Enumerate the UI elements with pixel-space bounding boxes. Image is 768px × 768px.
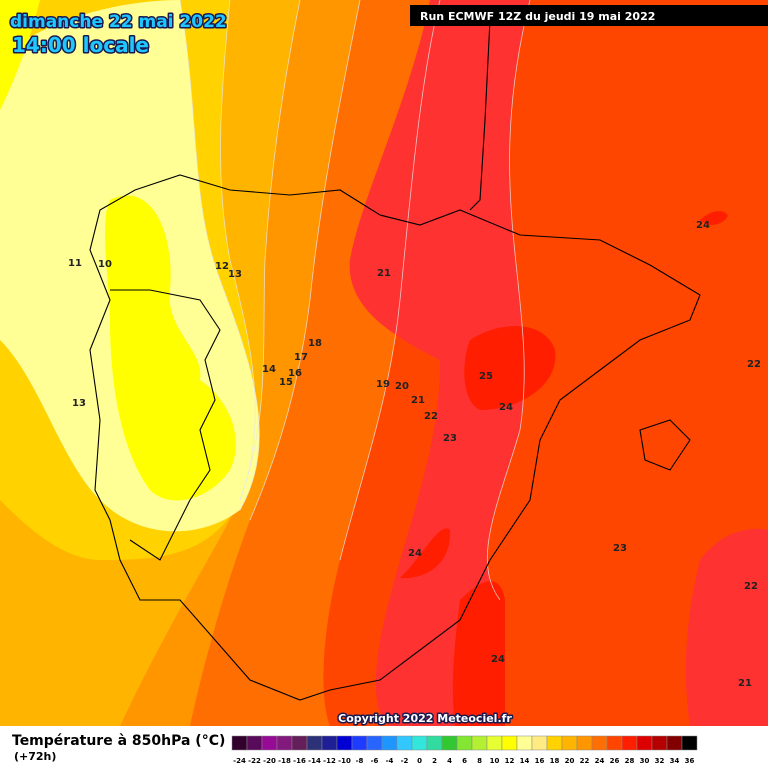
color-tick-label: 26 [610, 757, 620, 765]
color-swatch [426, 735, 443, 751]
color-tick-label: -14 [308, 757, 321, 765]
color-swatch [651, 735, 668, 751]
color-tick-label: -6 [371, 757, 379, 765]
contour-label: 18 [308, 338, 322, 349]
color-swatch [456, 735, 473, 751]
run-label: Run ECMWF 12Z du jeudi 19 mai 2022 [420, 10, 655, 23]
run-box [410, 5, 768, 26]
color-swatch [666, 735, 683, 751]
color-swatch [531, 735, 548, 751]
color-tick-label: 24 [595, 757, 605, 765]
color-swatch [291, 735, 308, 751]
color-tick-label: 28 [625, 757, 635, 765]
color-swatch [366, 735, 383, 751]
contour-label: 24 [408, 548, 422, 559]
contour-labels: 11 10 12 13 13 18 17 14 16 15 21 19 20 2… [68, 220, 761, 689]
legend-title: Température à 850hPa (°C) [12, 733, 225, 749]
color-tick-label: 14 [520, 757, 530, 765]
color-tick-label: 10 [490, 757, 500, 765]
color-swatch [411, 735, 428, 751]
color-swatch [516, 735, 533, 751]
color-tick-label: 30 [640, 757, 650, 765]
color-tick-label: -16 [293, 757, 306, 765]
contour-label: 21 [738, 678, 752, 689]
color-tick-label: 34 [670, 757, 680, 765]
color-tick-label: -24 [233, 757, 246, 765]
color-swatch [381, 735, 398, 751]
color-tick-label: 6 [462, 757, 467, 765]
color-tick-label: 36 [685, 757, 695, 765]
color-swatch [261, 735, 278, 751]
color-tick-label: -22 [248, 757, 261, 765]
color-tick-label: -20 [263, 757, 276, 765]
color-swatch [336, 735, 353, 751]
color-tick-label: 12 [505, 757, 515, 765]
contour-label: 23 [443, 433, 457, 444]
color-bar: -24 -22 -20 -18 -16 -14 -12 -10 -8 -6 -4 -2 0 2 4 6 8 10 1… [231, 735, 698, 765]
color-tick-label: -8 [356, 757, 364, 765]
color-swatch [321, 735, 338, 751]
color-swatch [351, 735, 368, 751]
color-tick-label: 16 [535, 757, 545, 765]
color-swatch [621, 735, 638, 751]
color-tick-label: 4 [447, 757, 452, 765]
contour-label: 17 [294, 352, 308, 363]
contour-label: 13 [228, 269, 242, 280]
contour-label: 25 [479, 371, 493, 382]
contour-label: 14 [262, 364, 276, 375]
color-swatch [246, 735, 263, 751]
color-tick-label: -2 [401, 757, 409, 765]
color-swatch [606, 735, 623, 751]
lead-time: (+72h) [14, 750, 56, 763]
color-tick-label: 18 [550, 757, 560, 765]
color-swatch [231, 735, 248, 751]
contour-label: 20 [395, 381, 409, 392]
color-tick-label: 2 [432, 757, 437, 765]
color-swatch [501, 735, 518, 751]
temperature-field [0, 0, 768, 726]
color-tick-label: -4 [386, 757, 394, 765]
contour-label: 16 [288, 368, 302, 379]
copyright: Copyright 2022 Meteociel.fr [338, 712, 512, 725]
contour-label: 13 [72, 398, 86, 409]
color-swatch [306, 735, 323, 751]
color-swatch [591, 735, 608, 751]
contour-label: 24 [491, 654, 505, 665]
color-swatch [276, 735, 293, 751]
date-label: dimanche 22 mai 2022 [10, 12, 227, 32]
color-swatch [561, 735, 578, 751]
time-label: 14:00 locale [12, 33, 149, 57]
color-swatch [636, 735, 653, 751]
contour-label: 22 [744, 581, 758, 592]
contour-label: 24 [499, 402, 513, 413]
contour-label: 22 [424, 411, 438, 422]
color-tick-label: 8 [477, 757, 482, 765]
color-tick-label: -12 [323, 757, 336, 765]
contour-label: 24 [696, 220, 710, 231]
contour-label: 19 [376, 379, 390, 390]
color-swatch [396, 735, 413, 751]
color-tick-label: 0 [417, 757, 422, 765]
contour-label: 22 [747, 359, 761, 370]
color-tick-label: -10 [338, 757, 351, 765]
color-swatch [576, 735, 593, 751]
color-swatch [546, 735, 563, 751]
color-swatch [441, 735, 458, 751]
contour-label: 15 [279, 377, 293, 388]
color-swatch [471, 735, 488, 751]
contour-label: 11 [68, 258, 82, 269]
color-swatch [681, 735, 698, 751]
color-tick-label: 20 [565, 757, 575, 765]
color-tick-label: 22 [580, 757, 590, 765]
color-tick-label: -18 [278, 757, 291, 765]
contour-label: 12 [215, 261, 229, 272]
contour-label: 21 [377, 268, 391, 279]
contour-label: 23 [613, 543, 627, 554]
color-swatch [486, 735, 503, 751]
color-tick-label: 32 [655, 757, 665, 765]
contour-label: 10 [98, 259, 112, 270]
contour-label: 21 [411, 395, 425, 406]
